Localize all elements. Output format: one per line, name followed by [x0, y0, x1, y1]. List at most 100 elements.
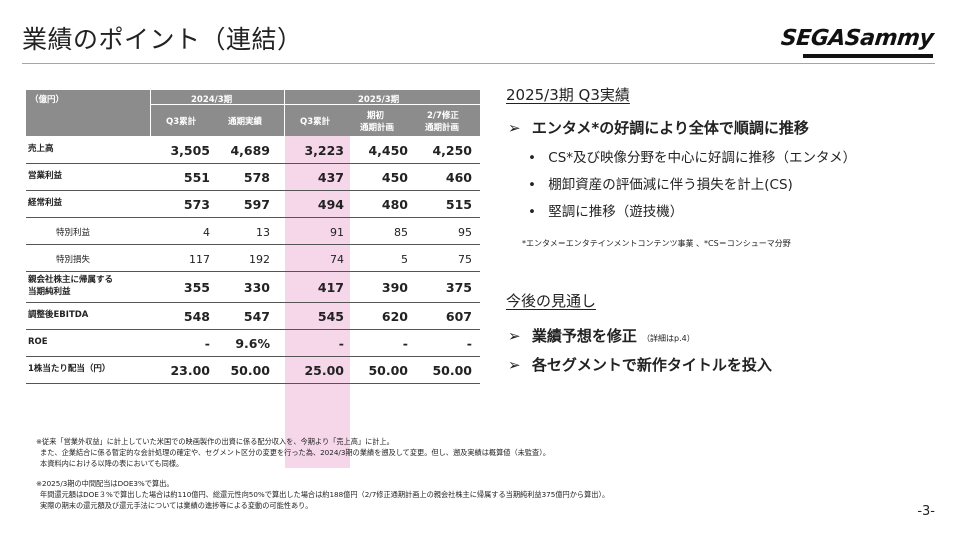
table-cell: 551: [183, 170, 210, 185]
table-row: 特別損失 117 192 74 5 75: [26, 244, 480, 272]
bullet-new-titles: ➢ 各セグメントで新作タイトルを投入: [508, 354, 772, 375]
footnote-1: ※従来「営業外収益」に計上していた米国での映画製作の出資に係る配分収入を、今期よ…: [36, 437, 394, 446]
footnote-2: また、企業結合に係る暫定的な会計処理の確定や、セグメント区分の変更を行った為、2…: [40, 448, 551, 457]
table-cell: 450: [381, 170, 408, 185]
table-cell: 91: [330, 226, 344, 239]
table-cell: 3,223: [304, 143, 344, 158]
table-row: 親会社株主に帰属する 当期純利益 355 330 417 390 375: [26, 271, 480, 303]
table-row: 経常利益 573 597 494 480 515: [26, 190, 480, 218]
table-cell: 117: [189, 253, 210, 266]
table-cell: 578: [243, 170, 270, 185]
footnote-6: 実際の期末の還元額及び還元手法については業績の進捗等による変動の可能性あり。: [40, 501, 313, 510]
table-cell: 13: [256, 226, 270, 239]
table-cell: 192: [249, 253, 270, 266]
table-cell: 50.00: [230, 363, 270, 378]
table-cell: 390: [381, 280, 408, 295]
bullet-revise-forecast: ➢ 業績予想を修正 （詳細はp.4）: [508, 325, 695, 346]
table-header: （億円） 2024/3期 2025/3期 Q3累計 通期実績 Q3累計 期初 通…: [26, 90, 480, 136]
company-logo: SEGASammy: [779, 26, 935, 51]
table-cell: 4,250: [432, 143, 472, 158]
dot-icon: •: [528, 177, 536, 193]
table-cell: -: [402, 336, 408, 351]
table-cell: 4,689: [230, 143, 270, 158]
col-full-2024: 通期実績: [228, 117, 263, 127]
footnote-5: 年間還元額はDOE３%で算出した場合は約110億円、総還元性向50%で算出した場…: [40, 490, 610, 499]
arrow-icon: ➢: [508, 119, 521, 137]
table-cell: 437: [317, 170, 344, 185]
table-cell: -: [466, 336, 472, 351]
row-label: 親会社株主に帰属する 当期純利益: [28, 274, 113, 298]
row-label: 売上高: [28, 144, 54, 154]
arrow-icon: ➢: [508, 356, 521, 374]
page-number: -3-: [917, 504, 935, 519]
row-label-line1: 親会社株主に帰属する: [28, 275, 114, 285]
unit-label: （億円）: [30, 95, 65, 105]
outlook-heading: 今後の見通し: [506, 292, 597, 310]
col-q3-2024: Q3累計: [166, 117, 197, 127]
table-cell: 515: [445, 197, 472, 212]
dot-icon: •: [528, 150, 536, 166]
table-cell: 607: [445, 309, 472, 324]
table-cell: 597: [243, 197, 270, 212]
row-label: 経常利益: [28, 198, 63, 208]
table-cell: 330: [243, 280, 270, 295]
table-row: ROE - 9.6% - - -: [26, 329, 480, 357]
table-row: 1株当たり配当（円） 23.00 50.00 25.00 50.00 50.00: [26, 356, 480, 384]
group-2024: 2024/3期: [191, 95, 233, 105]
row-label: 調整後EBITDA: [28, 310, 89, 320]
row-label: 特別利益: [56, 228, 91, 238]
page-title: 業績のポイント（連結）: [22, 25, 303, 54]
table-cell: 375: [445, 280, 472, 295]
table-cell: 573: [183, 197, 210, 212]
row-label: 1株当たり配当（円）: [28, 364, 111, 374]
sub-pachislot-text: 堅調に推移（遊技機）: [548, 204, 684, 220]
title-rule: [22, 63, 935, 64]
row-label: 特別損失: [56, 255, 91, 265]
bullet-revise-forecast-text: 業績予想を修正: [531, 327, 637, 345]
table-cell: 355: [183, 280, 210, 295]
segment-definition-note: *エンタメ＝エンタテインメントコンテンツ事業 、*CS＝コンシューマ分野: [522, 239, 791, 248]
col-revised-plan-b: 通期計画: [425, 123, 460, 133]
footnote-3: 本資料内における以降の表においても同様。: [40, 459, 184, 468]
table-cell: 620: [381, 309, 408, 324]
table-cell: 5: [401, 253, 408, 266]
forecast-detail-note: （詳細はp.4）: [642, 334, 695, 343]
table-cell: 494: [317, 197, 344, 212]
bullet-new-titles-text: 各セグメントで新作タイトルを投入: [531, 356, 772, 374]
table-row: 特別利益 4 13 91 85 95: [26, 217, 480, 245]
row-label: ROE: [28, 337, 48, 347]
table-cell: 50.00: [432, 363, 472, 378]
table-row: 調整後EBITDA 548 547 545 620 607: [26, 302, 480, 330]
table-cell: 548: [183, 309, 210, 324]
table-cell: 417: [317, 280, 344, 295]
arrow-icon: ➢: [508, 327, 521, 345]
footnote-4: ※2025/3期の中間配当はDOE3%で算出。: [36, 479, 174, 488]
table-cell: 75: [458, 253, 472, 266]
table-cell: 4,450: [368, 143, 408, 158]
table-cell: 95: [458, 226, 472, 239]
group-2025: 2025/3期: [358, 95, 400, 105]
table-cell: -: [204, 336, 210, 351]
table-cell: 460: [445, 170, 472, 185]
col-q3-2025: Q3累計: [300, 117, 331, 127]
table-cell: 480: [381, 197, 408, 212]
row-label: 営業利益: [28, 171, 63, 181]
table-cell: 4: [203, 226, 210, 239]
table-cell: -: [338, 336, 344, 351]
logo-underline: [803, 54, 933, 58]
sub-cs-video: • CS*及び映像分野を中心に好調に推移（エンタメ）: [528, 146, 856, 166]
table-row: 売上高 3,505 4,689 3,223 4,450 4,250: [26, 136, 480, 164]
sub-pachislot: • 堅調に推移（遊技機）: [528, 200, 683, 220]
sub-inventory: • 棚卸資産の評価減に伴う損失を計上(CS): [528, 173, 793, 193]
table-cell: 547: [243, 309, 270, 324]
table-cell: 545: [317, 309, 344, 324]
table-cell: 23.00: [170, 363, 210, 378]
q3-results-heading: 2025/3期 Q3実績: [506, 86, 630, 104]
sub-cs-video-text: CS*及び映像分野を中心に好調に推移（エンタメ）: [548, 150, 857, 166]
table-cell: 50.00: [368, 363, 408, 378]
table-cell: 25.00: [304, 363, 344, 378]
table-cell: 85: [394, 226, 408, 239]
col-revised-plan-a: 2/7修正: [427, 111, 459, 121]
sub-inventory-text: 棚卸資産の評価減に伴う損失を計上(CS): [548, 177, 793, 193]
table-row: 営業利益 551 578 437 450 460: [26, 163, 480, 191]
